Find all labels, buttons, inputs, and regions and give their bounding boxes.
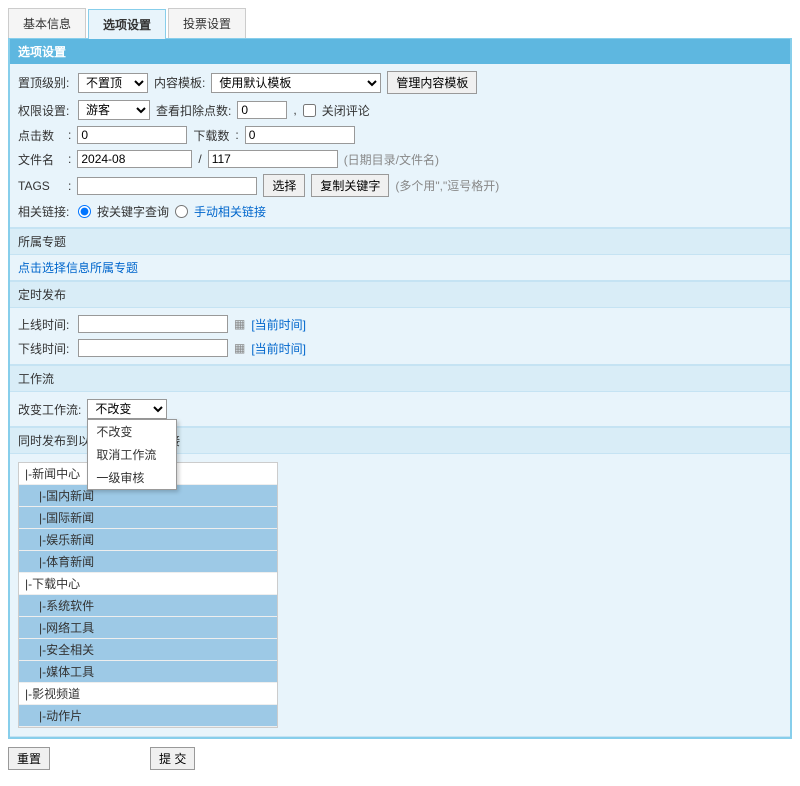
- tags-label: TAGS: [18, 179, 62, 193]
- workflow-select[interactable]: 不改变: [87, 399, 167, 419]
- tree-node[interactable]: |-娱乐新闻: [19, 529, 277, 551]
- top-level-select[interactable]: 不置顶: [78, 73, 148, 93]
- download-input[interactable]: [245, 126, 355, 144]
- sep: :: [68, 128, 71, 142]
- tags-input[interactable]: [77, 177, 257, 195]
- category-tree: |-新闻中心|-国内新闻|-国际新闻|-娱乐新闻|-体育新闻|-下载中心|-系统…: [18, 462, 278, 728]
- tree-node[interactable]: |-网络工具: [19, 617, 277, 639]
- tab-basic[interactable]: 基本信息: [8, 8, 86, 38]
- tree-node[interactable]: |-体育新闻: [19, 551, 277, 573]
- top-level-label: 置顶级别:: [18, 74, 72, 91]
- workflow-option[interactable]: 取消工作流: [88, 443, 176, 466]
- perm-label: 权限设置:: [18, 102, 72, 119]
- related-radio-manual[interactable]: [175, 205, 188, 218]
- sep: :: [68, 152, 71, 166]
- manage-template-button[interactable]: 管理内容模板: [387, 71, 477, 94]
- workflow-option[interactable]: 一级审核: [88, 466, 176, 489]
- online-now-link[interactable]: [当前时间]: [251, 316, 306, 333]
- calendar-icon[interactable]: ▦: [234, 317, 245, 331]
- tree-node[interactable]: |-系统软件: [19, 595, 277, 617]
- perm-select[interactable]: 游客: [78, 100, 150, 120]
- tree-node[interactable]: |-媒体工具: [19, 661, 277, 683]
- online-time-input[interactable]: [78, 315, 228, 333]
- tags-select-button[interactable]: 选择: [263, 174, 305, 197]
- tab-options[interactable]: 选项设置: [88, 9, 166, 39]
- offline-time-label: 下线时间:: [18, 340, 72, 357]
- file-input[interactable]: [208, 150, 338, 168]
- online-time-label: 上线时间:: [18, 316, 72, 333]
- filename-hint: (日期目录/文件名): [344, 151, 439, 168]
- comma: ,: [293, 103, 296, 117]
- filename-label: 文件名: [18, 151, 62, 168]
- copy-keywords-button[interactable]: 复制关键字: [311, 174, 389, 197]
- tree-node[interactable]: |-安全相关: [19, 639, 277, 661]
- workflow-title: 工作流: [10, 365, 790, 392]
- related-manual-link[interactable]: 手动相关链接: [194, 203, 266, 220]
- publish-title-prefix: 同时发布到以: [18, 434, 90, 448]
- click-label: 点击数: [18, 127, 62, 144]
- tree-node[interactable]: |-下载中心: [19, 573, 277, 595]
- related-label: 相关链接:: [18, 203, 72, 220]
- workflow-dropdown-menu: 不改变 取消工作流 一级审核: [87, 419, 177, 490]
- sep: :: [68, 179, 71, 193]
- template-select[interactable]: 使用默认模板: [211, 73, 381, 93]
- related-radio-keyword[interactable]: [78, 205, 91, 218]
- calendar-icon[interactable]: ▦: [234, 341, 245, 355]
- deduct-label: 查看扣除点数:: [156, 102, 231, 119]
- offline-time-input[interactable]: [78, 339, 228, 357]
- close-comment-label: 关闭评论: [322, 102, 370, 119]
- tags-hint: (多个用","逗号格开): [395, 177, 499, 194]
- offline-now-link[interactable]: [当前时间]: [251, 340, 306, 357]
- topic-title: 所属专题: [10, 228, 790, 255]
- sep: :: [235, 128, 238, 142]
- close-comment-checkbox[interactable]: [303, 104, 316, 117]
- related-opt1: 按关键字查询: [97, 203, 169, 220]
- tab-vote[interactable]: 投票设置: [168, 8, 246, 38]
- tree-node[interactable]: |-影视频道: [19, 683, 277, 705]
- template-label: 内容模板:: [154, 74, 205, 91]
- download-label: 下载数: [193, 127, 229, 144]
- submit-button[interactable]: 提 交: [150, 747, 195, 770]
- schedule-title: 定时发布: [10, 281, 790, 308]
- topic-select-link[interactable]: 点击选择信息所属专题: [18, 261, 138, 275]
- workflow-option[interactable]: 不改变: [88, 420, 176, 443]
- slash: /: [198, 152, 201, 166]
- panel-title: 选项设置: [10, 39, 790, 64]
- tree-node[interactable]: |-国际新闻: [19, 507, 277, 529]
- reset-button[interactable]: 重置: [8, 747, 50, 770]
- tree-node[interactable]: |-动作片: [19, 705, 277, 727]
- workflow-change-label: 改变工作流:: [18, 401, 81, 418]
- dir-input[interactable]: [77, 150, 192, 168]
- deduct-input[interactable]: [237, 101, 287, 119]
- click-input[interactable]: [77, 126, 187, 144]
